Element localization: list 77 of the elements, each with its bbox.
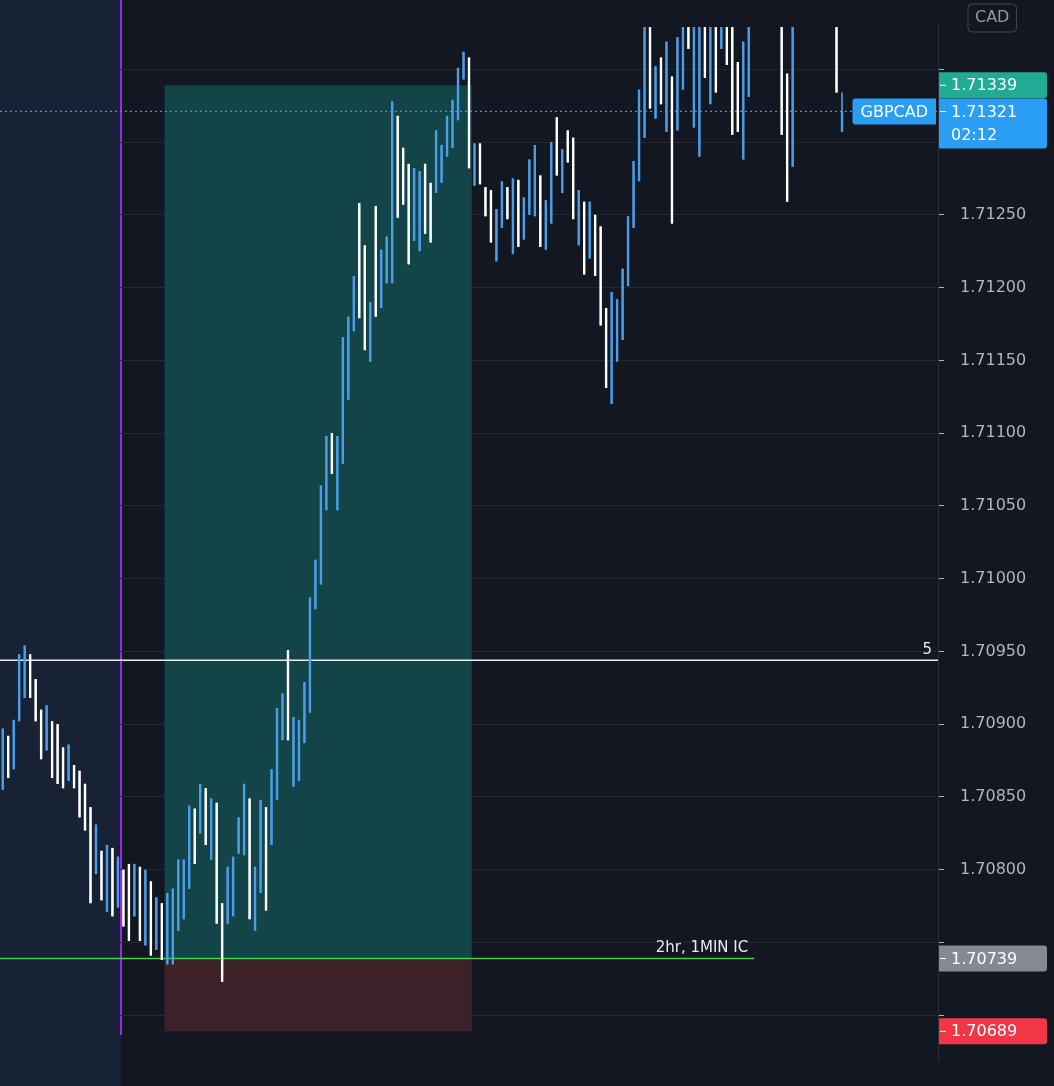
ref-line-label: 2hr, 1MIN IC (655, 937, 749, 956)
candlestick (215, 801, 218, 925)
candlestick (517, 179, 520, 248)
candlestick (248, 797, 251, 921)
candlestick (440, 144, 443, 184)
candlestick (676, 36, 679, 132)
candlestick (100, 850, 103, 902)
y-tick-label: 1.71100 (960, 422, 1027, 442)
y-tick-label: 1.71150 (960, 349, 1027, 369)
candlestick (336, 435, 339, 512)
y-tick-label: 1.71250 (960, 203, 1027, 223)
ref-line-label: 1.71321 (951, 101, 1018, 121)
candlestick (621, 267, 624, 341)
annotation: GBPCAD (860, 101, 929, 121)
candlestick (643, 26, 646, 139)
candlestick (133, 863, 136, 918)
candlestick (528, 158, 531, 216)
candlestick (155, 896, 158, 951)
text: CAD (975, 7, 1010, 27)
candlestick (451, 99, 454, 149)
candlestick (270, 768, 273, 846)
y-tick-label: 1.71000 (960, 567, 1027, 587)
text: 1.70689 (951, 1021, 1018, 1041)
candlestick (23, 644, 26, 699)
annotation: 5 (922, 639, 932, 658)
candlestick (632, 160, 635, 229)
candlestick (111, 847, 114, 918)
candlestick (687, 26, 690, 50)
candlestick (473, 142, 476, 187)
candlestick (599, 225, 602, 327)
candlestick (78, 769, 81, 819)
text: 1.71339 (951, 75, 1018, 95)
candlestick (484, 186, 487, 218)
candlestick (588, 200, 591, 260)
y-tick-label: 1.70950 (960, 640, 1027, 660)
candlestick (7, 735, 10, 779)
y-tick-label: 1.70850 (960, 786, 1027, 806)
candlestick (325, 435, 328, 512)
candlestick (34, 678, 37, 723)
y-tick-label: 1.71200 (960, 276, 1027, 296)
candlestick (495, 208, 498, 263)
candlestick (396, 115, 399, 219)
candlestick (720, 26, 723, 50)
candlestick (226, 866, 229, 925)
candlestick (67, 743, 70, 782)
candlestick (56, 723, 59, 785)
candlestick (610, 291, 613, 405)
candlestick (654, 65, 657, 120)
candlestick (237, 816, 240, 855)
candlestick (665, 40, 668, 133)
candlestick (835, 26, 838, 94)
candlestick (292, 716, 295, 788)
candlestick (259, 799, 262, 894)
y-tick-label: 1.71050 (960, 495, 1027, 515)
candlestick (698, 26, 701, 158)
candlestick (166, 892, 169, 966)
candlestick (462, 51, 465, 81)
candlestick (791, 26, 794, 168)
candlestick (45, 704, 48, 752)
candlestick (303, 681, 306, 744)
candlestick (709, 26, 712, 105)
candlestick (429, 181, 432, 244)
candlestick (281, 692, 284, 742)
candlestick (780, 26, 783, 136)
text: 02:12 (951, 124, 998, 144)
candlestick (122, 868, 125, 928)
y-tick-label: 1.70900 (960, 713, 1027, 733)
candlestick (89, 806, 92, 905)
y-tick-label: 1.70800 (960, 858, 1027, 878)
candlestick (407, 163, 410, 266)
candlestick (144, 868, 147, 947)
candlestick (347, 315, 350, 401)
candlestick (418, 170, 421, 252)
candlestick (314, 558, 317, 611)
candlestick (539, 174, 542, 248)
candlestick (506, 186, 509, 220)
text: 1.70739 (951, 948, 1018, 968)
